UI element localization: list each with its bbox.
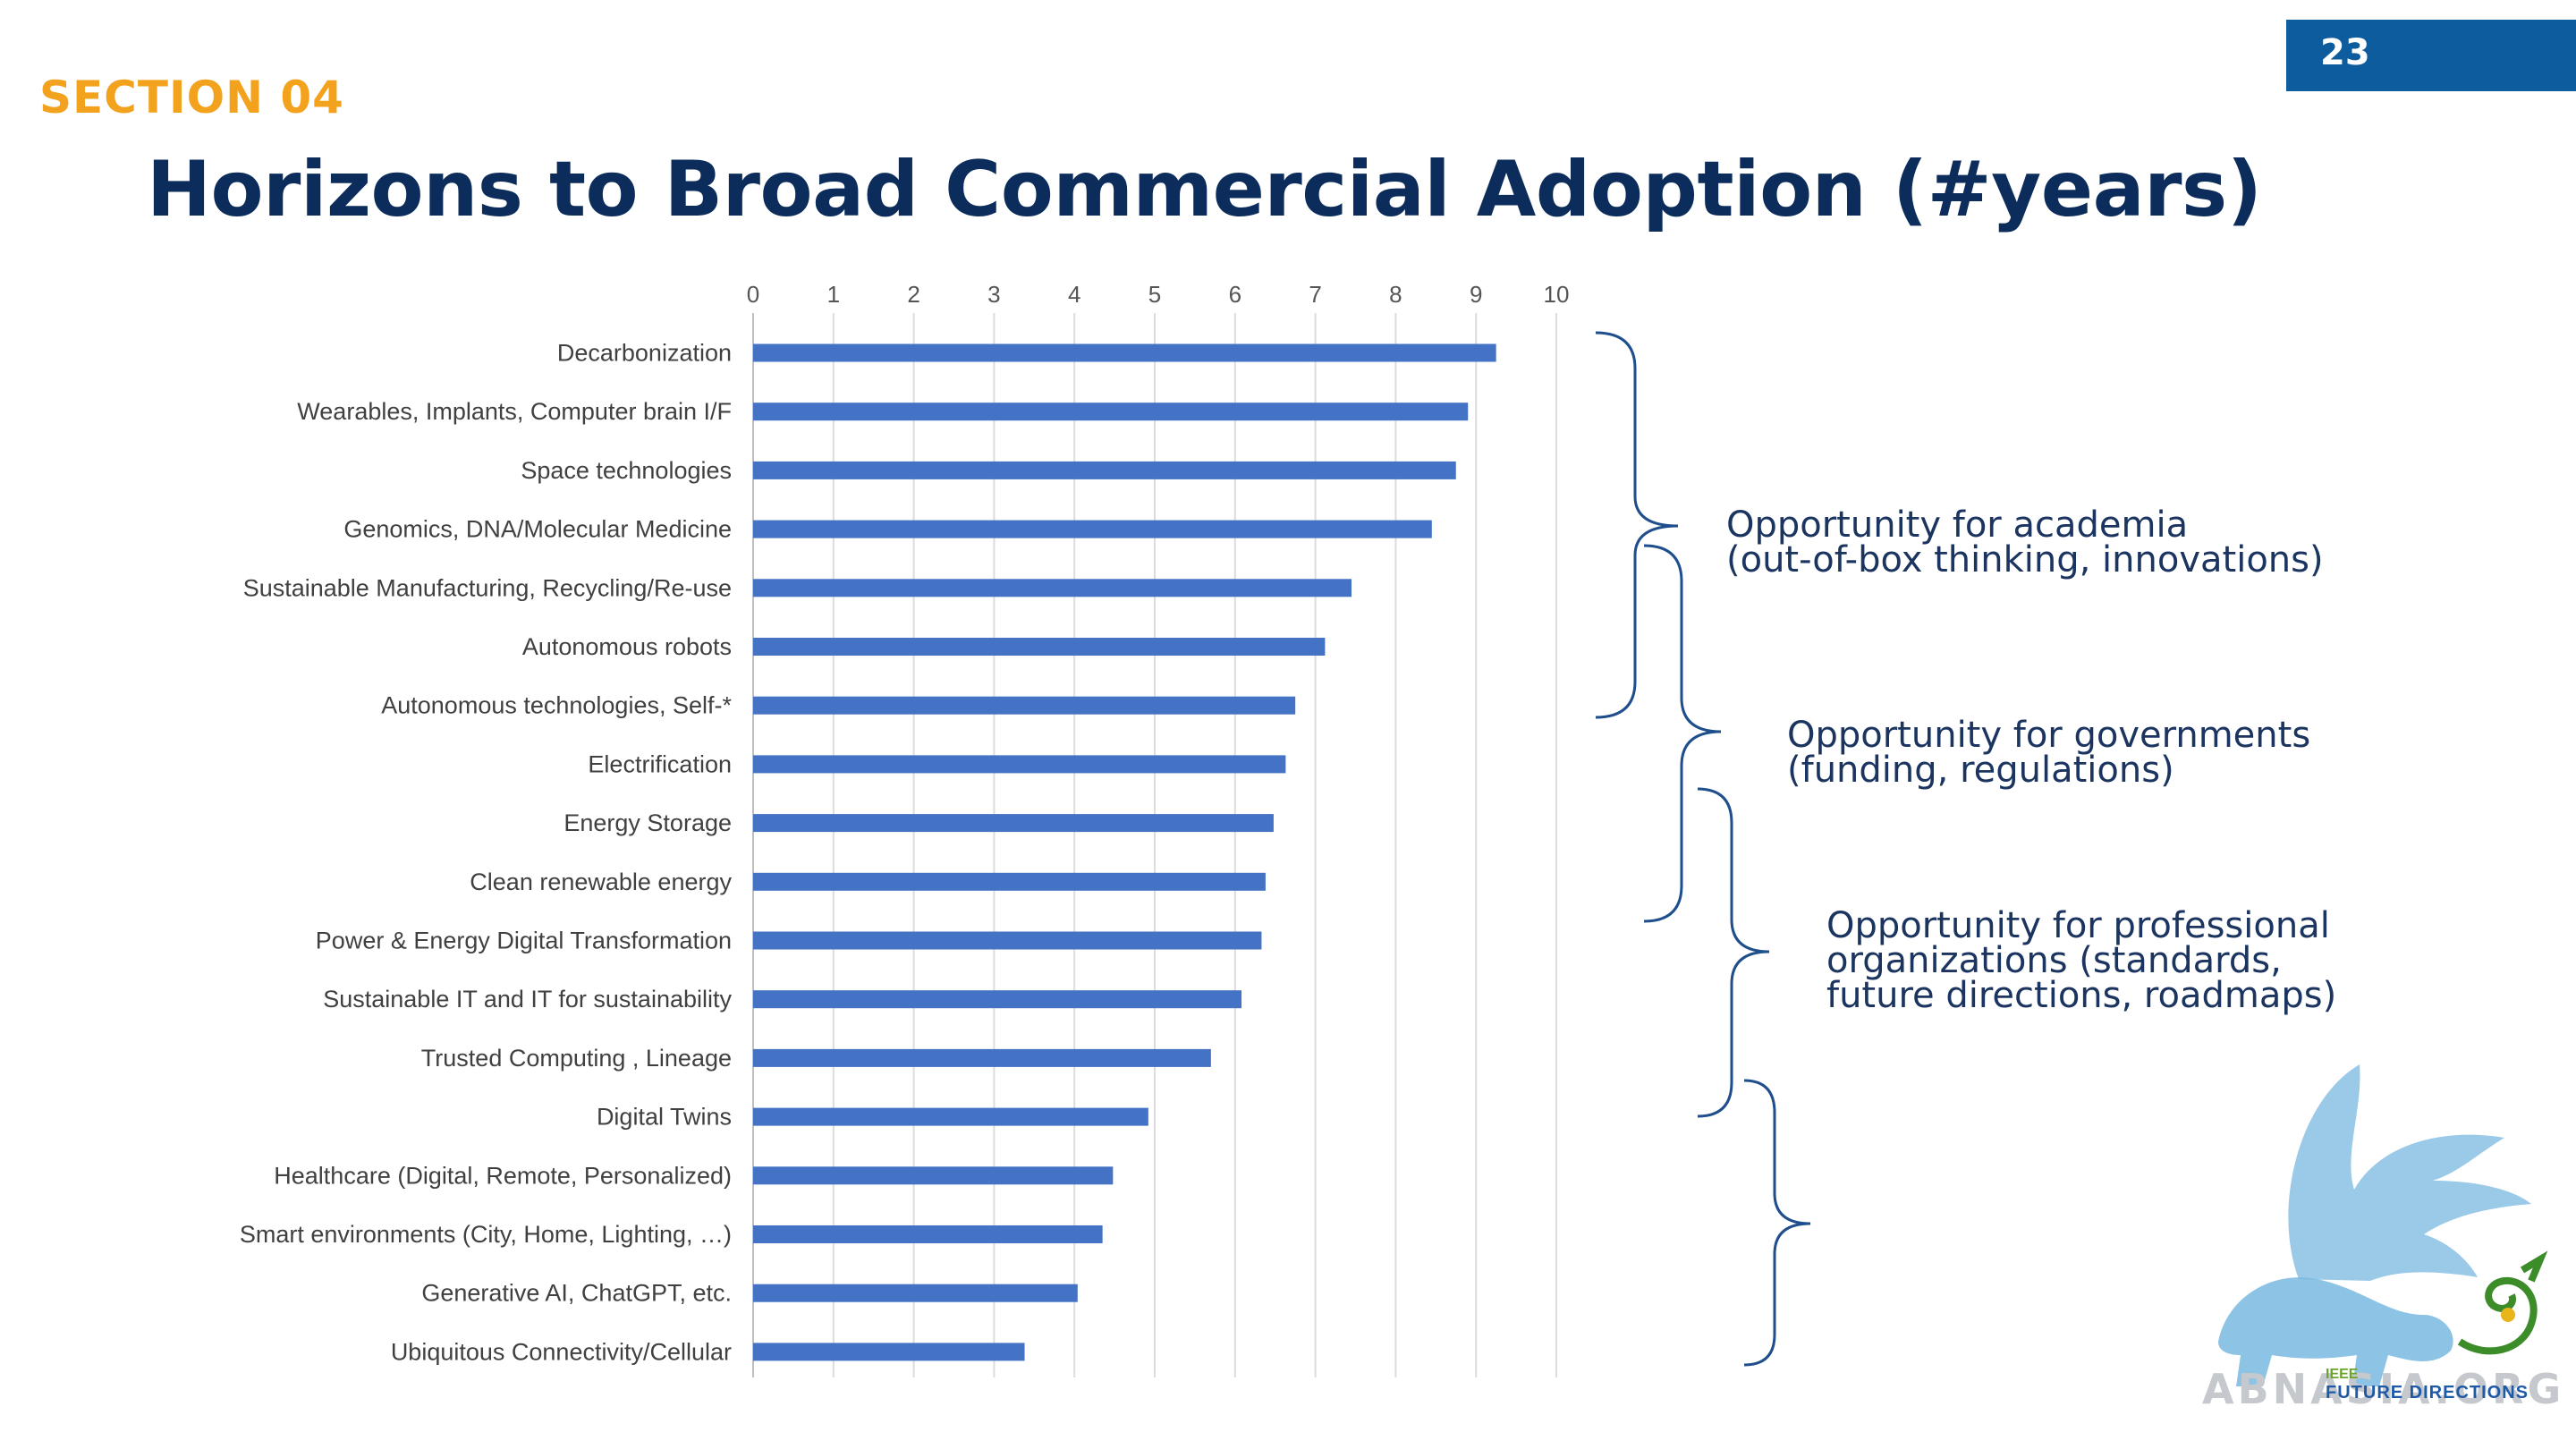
- category-label: Space technologies: [521, 457, 732, 484]
- x-tick-label: 9: [1470, 281, 1482, 308]
- bar: [753, 520, 1432, 538]
- page-title: Horizons to Broad Commercial Adoption (#…: [147, 145, 2262, 234]
- bar: [753, 990, 1241, 1009]
- bar: [753, 814, 1274, 833]
- x-tick-label: 10: [1544, 281, 1570, 308]
- chart-gridlines: [752, 313, 1557, 1377]
- category-label: Autonomous robots: [522, 633, 732, 660]
- x-tick-label: 6: [1229, 281, 1241, 308]
- annotation-professional: Opportunity for professional organizatio…: [1826, 905, 2337, 1016]
- category-label: Smart environments (City, Home, Lighting…: [240, 1221, 732, 1248]
- bar: [753, 1225, 1103, 1243]
- bar: [753, 1343, 1025, 1361]
- x-tick-label: 4: [1068, 281, 1080, 308]
- annotation-line: future directions, roadmaps): [1826, 975, 2337, 1016]
- x-tick-label: 5: [1148, 281, 1161, 308]
- category-label: Trusted Computing , Lineage: [421, 1045, 732, 1072]
- x-tick-label: 8: [1389, 281, 1402, 308]
- annotation-governments: Opportunity for governments (funding, re…: [1787, 715, 2311, 791]
- bar: [753, 1048, 1211, 1067]
- x-tick-label: 0: [747, 281, 759, 308]
- category-label: Healthcare (Digital, Remote, Personalize…: [274, 1162, 732, 1189]
- annotation-braces: [1595, 331, 1811, 1367]
- annotation-academia: Opportunity for academia (out-of-box thi…: [1726, 504, 2324, 580]
- annotation-line: organizations (standards,: [1826, 940, 2282, 981]
- brace-professional: [1697, 787, 1770, 1118]
- bar: [753, 1107, 1148, 1126]
- category-label: Ubiquitous Connectivity/Cellular: [391, 1338, 732, 1365]
- bar: [753, 343, 1496, 362]
- bar: [753, 872, 1266, 891]
- bar: [753, 638, 1326, 656]
- bar: [753, 696, 1296, 715]
- section-label: SECTION 04: [39, 72, 344, 123]
- logo-lion-icon: [2218, 1277, 2453, 1386]
- annotation-line: Opportunity for academia: [1726, 504, 2189, 546]
- x-tick-label: 2: [907, 281, 919, 308]
- category-labels: Decarbonization Wearables, Implants, Comp…: [240, 340, 733, 1366]
- x-tick-label: 1: [827, 281, 840, 308]
- bar: [753, 461, 1456, 479]
- slide-number: 23: [2320, 32, 2370, 73]
- logo-ieee-text: IEEE: [2326, 1367, 2359, 1382]
- brace-governments: [1643, 544, 1722, 923]
- bar: [753, 1166, 1114, 1185]
- x-tick-label: 3: [987, 281, 1000, 308]
- category-label: Clean renewable energy: [470, 869, 732, 895]
- category-label: Wearables, Implants, Computer brain I/F: [297, 398, 732, 425]
- category-label: Digital Twins: [597, 1104, 732, 1131]
- slide-number-badge: 23: [2286, 20, 2576, 91]
- bar: [753, 579, 1352, 597]
- category-label: Power & Energy Digital Transformation: [316, 928, 732, 954]
- x-axis-ticks: 0 1 2 3 4 5 6 7 8 9 10: [747, 281, 1570, 308]
- category-label: Energy Storage: [564, 809, 732, 836]
- category-label: Sustainable IT and IT for sustainability: [323, 986, 732, 1013]
- bar: [753, 402, 1469, 421]
- logo-future-directions-text: FUTURE DIRECTIONS: [2326, 1383, 2529, 1402]
- category-label: Sustainable Manufacturing, Recycling/Re-…: [243, 574, 732, 601]
- category-label: Decarbonization: [557, 340, 732, 367]
- abnasia-logo: [2218, 1064, 2548, 1386]
- brace-industry: [1743, 1079, 1811, 1367]
- logo-dot-icon: [2501, 1308, 2515, 1322]
- bar: [753, 931, 1262, 950]
- chart-bars: [753, 343, 1496, 1361]
- annotation-line: (funding, regulations): [1787, 750, 2174, 791]
- annotation-line: Opportunity for professional: [1826, 905, 2330, 946]
- logo-swirl-icon: [2457, 1250, 2548, 1355]
- category-label: Genomics, DNA/Molecular Medicine: [343, 516, 732, 543]
- logo-wing-icon: [2288, 1064, 2531, 1281]
- annotation-line: Opportunity for governments: [1787, 715, 2311, 756]
- annotation-line: (out-of-box thinking, innovations): [1726, 539, 2324, 580]
- brace-academia: [1595, 331, 1679, 719]
- x-tick-label: 7: [1309, 281, 1321, 308]
- bar: [753, 755, 1286, 774]
- category-label: Autonomous technologies, Self-*: [381, 692, 732, 719]
- category-label: Electrification: [588, 750, 732, 777]
- bar: [753, 1284, 1078, 1302]
- category-label: Generative AI, ChatGPT, etc.: [421, 1280, 732, 1307]
- logo-org-text: ABNASIA.ORG: [2202, 1365, 2565, 1413]
